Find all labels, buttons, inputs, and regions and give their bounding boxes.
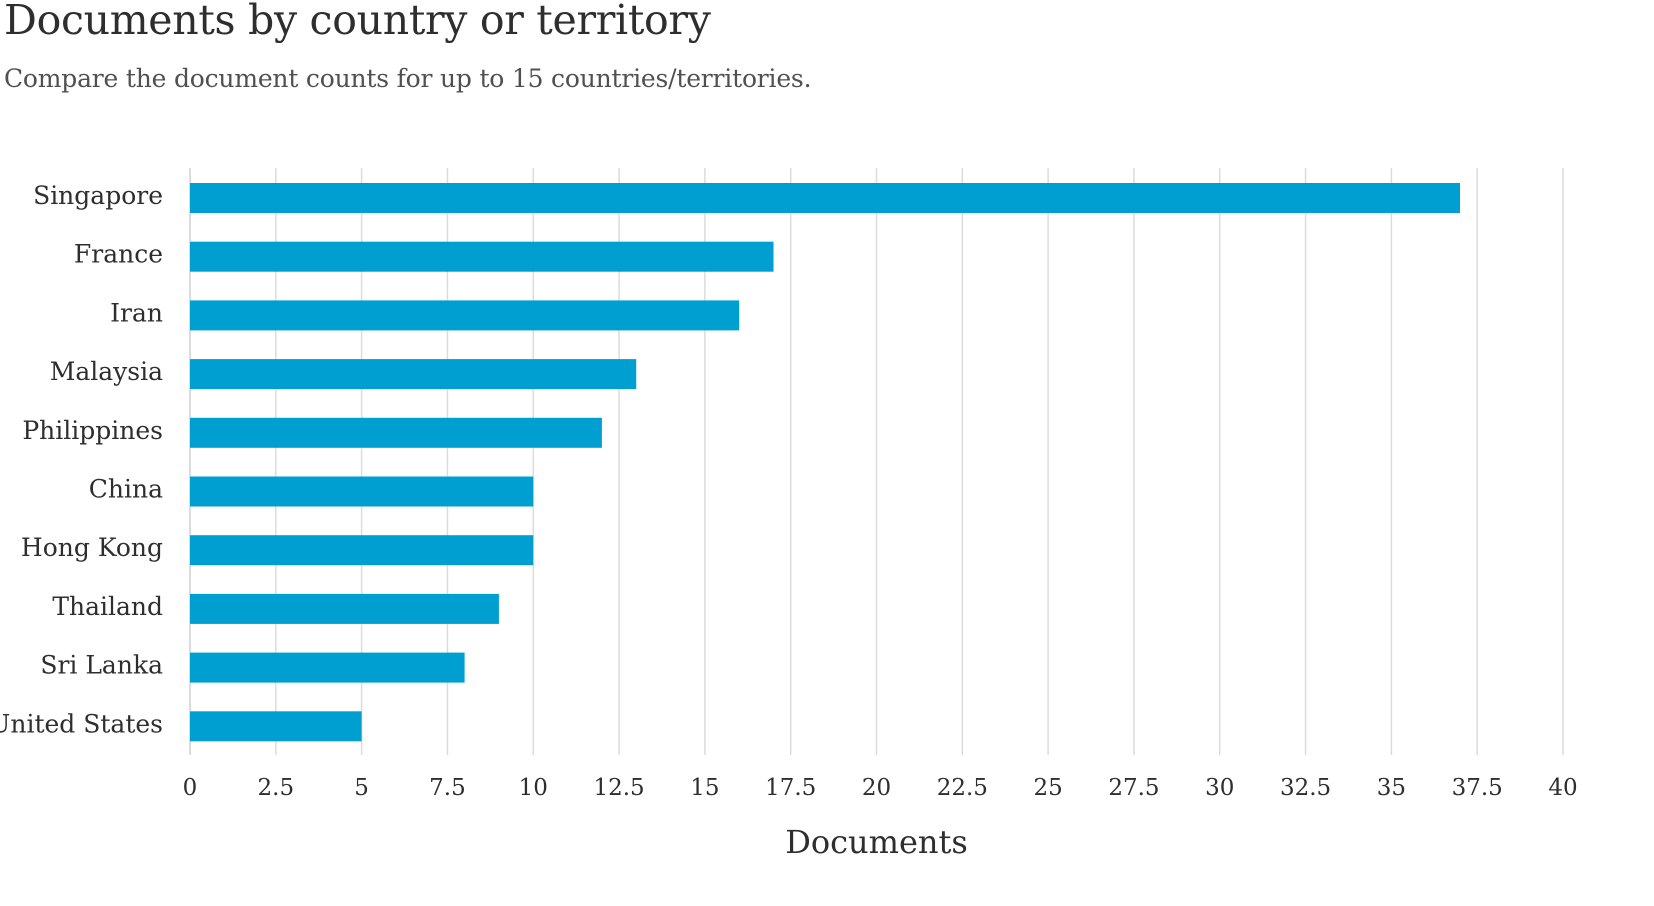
category-labels: Singapore France Iran Malaysia Philippines Ch… bbox=[0, 181, 163, 738]
category-label: Singapore bbox=[33, 181, 163, 210]
chart-title: Documents by country or territory bbox=[4, 0, 711, 44]
x-tick-label: 37.5 bbox=[1452, 775, 1503, 801]
x-tick-label: 20 bbox=[862, 775, 891, 801]
bar-sri-lanka[interactable] bbox=[190, 652, 465, 683]
category-label: Iran bbox=[110, 298, 163, 327]
x-tick-label: 22.5 bbox=[937, 775, 988, 801]
bars bbox=[190, 183, 1461, 742]
bar-singapore[interactable] bbox=[190, 183, 1461, 213]
x-tick-label: 0 bbox=[183, 775, 198, 801]
category-label: Philippines bbox=[22, 416, 163, 445]
x-axis-ticks: 0 2.5 5 7.5 10 12.5 15 17.5 20 22.5 25 27.5 30 32.5 35… bbox=[183, 775, 1578, 801]
x-tick-label: 35 bbox=[1377, 775, 1406, 801]
x-tick-label: 15 bbox=[690, 775, 719, 801]
x-tick-label: 25 bbox=[1033, 775, 1062, 801]
x-tick-label: 40 bbox=[1548, 775, 1577, 801]
x-tick-label: 7.5 bbox=[429, 775, 466, 801]
bar-france[interactable] bbox=[190, 241, 774, 272]
bar-philippines[interactable] bbox=[190, 417, 602, 448]
x-tick-label: 10 bbox=[519, 775, 548, 801]
bar-iran[interactable] bbox=[190, 300, 740, 331]
category-label: Malaysia bbox=[50, 357, 163, 386]
x-tick-label: 5 bbox=[354, 775, 369, 801]
category-label: Sri Lanka bbox=[40, 651, 163, 680]
category-label: United States bbox=[0, 709, 163, 738]
x-tick-label: 17.5 bbox=[765, 775, 816, 801]
x-tick-label: 32.5 bbox=[1280, 775, 1331, 801]
bar-thailand[interactable] bbox=[190, 593, 499, 624]
category-label: Thailand bbox=[52, 592, 163, 621]
category-label: China bbox=[89, 475, 163, 504]
bar-malaysia[interactable] bbox=[190, 359, 637, 390]
x-tick-label: 12.5 bbox=[593, 775, 644, 801]
chart-subtitle: Compare the document counts for up to 15… bbox=[4, 64, 812, 93]
x-tick-label: 27.5 bbox=[1108, 775, 1159, 801]
x-tick-label: 30 bbox=[1205, 775, 1234, 801]
category-label: Hong Kong bbox=[21, 533, 163, 562]
x-axis-title: Documents bbox=[785, 823, 968, 861]
bar-united-states[interactable] bbox=[190, 711, 362, 742]
x-tick-label: 2.5 bbox=[258, 775, 295, 801]
bar-hong-kong[interactable] bbox=[190, 535, 534, 566]
bar-china[interactable] bbox=[190, 476, 534, 507]
category-label: France bbox=[74, 240, 163, 269]
